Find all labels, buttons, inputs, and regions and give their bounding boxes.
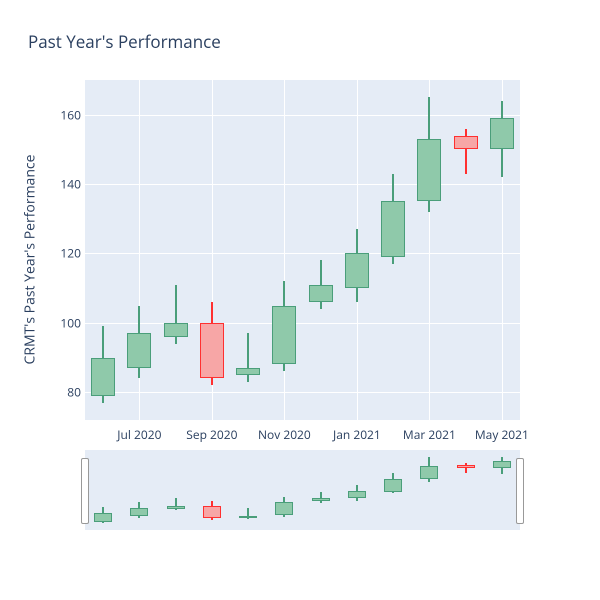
candlestick[interactable] [490, 80, 514, 420]
candlestick[interactable] [312, 450, 330, 530]
candlestick[interactable] [275, 450, 293, 530]
candlestick[interactable] [236, 80, 260, 420]
y-tick-label: 160 [60, 106, 81, 123]
candle-body [457, 465, 475, 468]
range-selector-plot[interactable] [85, 450, 520, 530]
y-tick-label: 80 [67, 384, 81, 401]
y-tick-label: 140 [60, 176, 81, 193]
candlestick[interactable] [130, 450, 148, 530]
range-handle-left[interactable] [81, 458, 89, 524]
x-tick-label: Mar 2021 [403, 426, 456, 443]
candlestick[interactable] [127, 80, 151, 420]
candle-body [348, 491, 366, 499]
candle-body [417, 139, 441, 201]
candlestick[interactable] [91, 80, 115, 420]
candlestick[interactable] [348, 450, 366, 530]
candle-body [91, 358, 115, 396]
chart-title: Past Year's Performance [28, 30, 221, 53]
x-tick-label: Sep 2020 [186, 426, 237, 443]
y-tick-label: 120 [60, 245, 81, 262]
candlestick[interactable] [417, 80, 441, 420]
candle-body [236, 368, 260, 375]
x-tick-label: May 2021 [475, 426, 529, 443]
candle-body [275, 502, 293, 515]
y-axis-label: CRMT's Past Year's Performance [21, 155, 40, 365]
candlestick[interactable] [239, 450, 257, 530]
candlestick[interactable] [203, 450, 221, 530]
x-axis: Jul 2020 Sep 2020 Nov 2020 Jan 2021 Mar 2021… [85, 420, 520, 440]
candle-body [239, 516, 257, 518]
candle-body [167, 506, 185, 509]
candle-body [164, 323, 188, 337]
candlestick[interactable] [457, 450, 475, 530]
x-tick-label: Jan 2021 [333, 426, 381, 443]
candlestick[interactable] [167, 450, 185, 530]
candle-body [127, 333, 151, 368]
x-tick-label: Jul 2020 [117, 426, 161, 443]
candle-body [94, 513, 112, 521]
candle-body [490, 118, 514, 149]
y-tick-label: 100 [60, 314, 81, 331]
range-handle-right[interactable] [516, 458, 524, 524]
candlestick[interactable] [384, 450, 402, 530]
candle-body [272, 306, 296, 365]
candle-body [420, 466, 438, 480]
candle-body [454, 136, 478, 150]
candlestick[interactable] [94, 450, 112, 530]
y-axis: 80 100 120 140 160 [50, 80, 85, 420]
candle-body [381, 201, 405, 257]
candle-body [203, 506, 221, 518]
candlestick[interactable] [454, 80, 478, 420]
candlestick[interactable] [345, 80, 369, 420]
candlestick[interactable] [381, 80, 405, 420]
candle-body [130, 508, 148, 516]
candlestick[interactable] [272, 80, 296, 420]
candle-body [384, 479, 402, 491]
main-candlestick-plot[interactable] [85, 80, 520, 420]
candlestick[interactable] [309, 80, 333, 420]
x-tick-label: Nov 2020 [258, 426, 311, 443]
candle-body [200, 323, 224, 379]
candle-body [345, 253, 369, 288]
candlestick[interactable] [493, 450, 511, 530]
chart-container: Past Year's Performance CRMT's Past Year… [0, 0, 600, 600]
candle-body [493, 461, 511, 468]
candle-body [309, 285, 333, 302]
candlestick[interactable] [420, 450, 438, 530]
candlestick[interactable] [164, 80, 188, 420]
candlestick[interactable] [200, 80, 224, 420]
candle-body [312, 498, 330, 502]
